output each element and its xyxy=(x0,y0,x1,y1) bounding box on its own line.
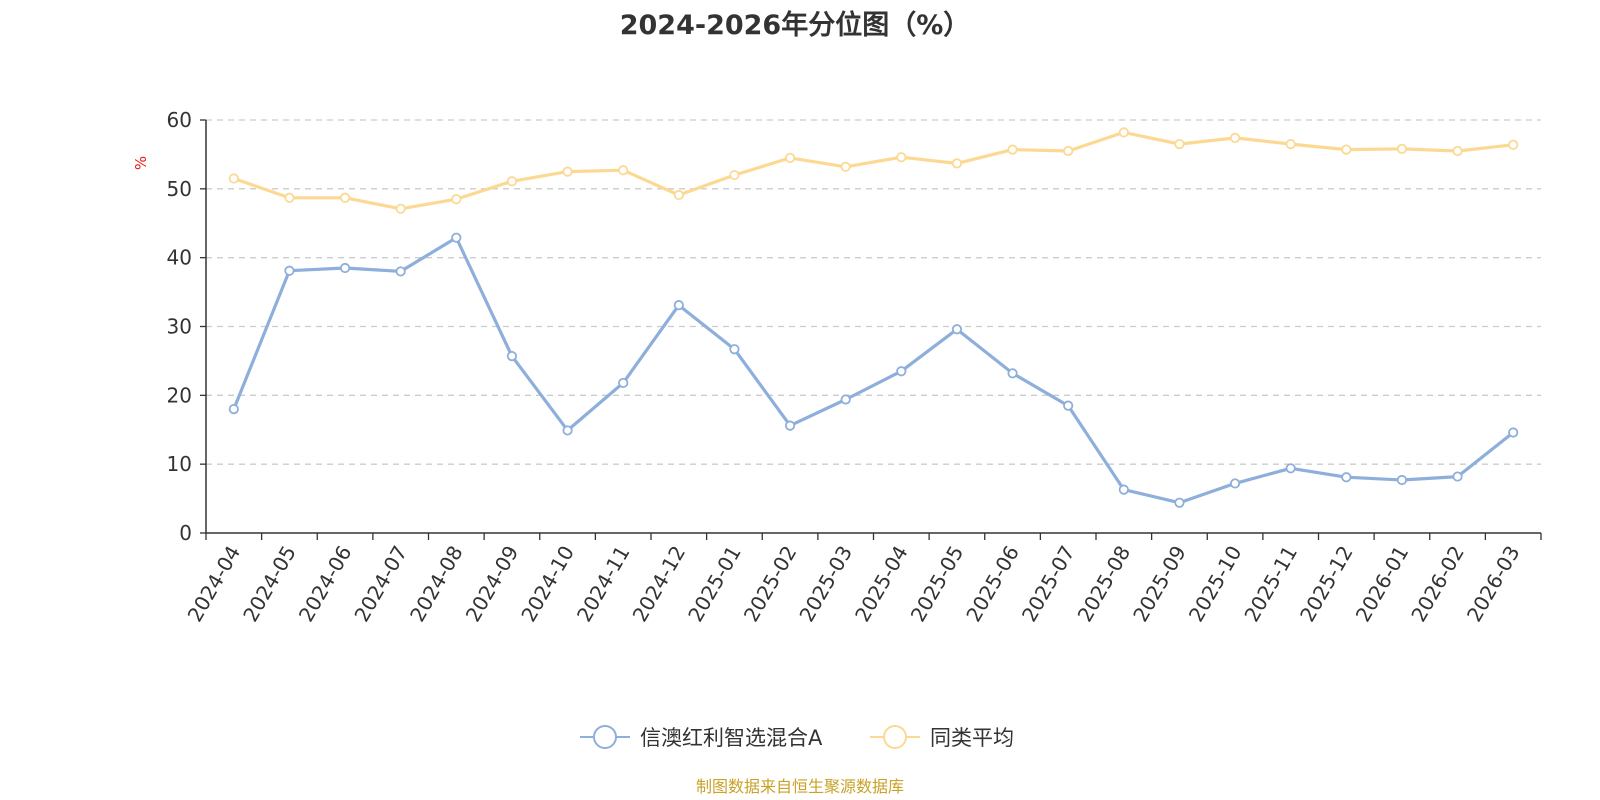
y-tick-label: 10 xyxy=(167,452,192,476)
data-point xyxy=(896,366,907,377)
x-tick-label: 2025-03 xyxy=(794,542,857,626)
x-tick-label: 2025-09 xyxy=(1128,542,1191,626)
data-point xyxy=(673,300,684,311)
x-tick-label: 2025-07 xyxy=(1017,542,1080,626)
data-point xyxy=(562,166,573,177)
x-tick-label: 2024-08 xyxy=(405,542,468,626)
data-source-note: 制图数据来自恒生聚源数据库 xyxy=(696,777,904,796)
series-line xyxy=(232,236,1515,505)
series-group xyxy=(228,127,1519,508)
data-point xyxy=(840,161,851,172)
data-point xyxy=(1452,145,1463,157)
x-tick-label: 2026-03 xyxy=(1462,542,1525,626)
x-tick-label: 2024-12 xyxy=(628,542,691,626)
legend-item-peer-average: 同类平均 xyxy=(870,725,1014,750)
data-point xyxy=(1285,138,1296,150)
x-tick-label: 2025-11 xyxy=(1239,542,1302,626)
x-tick-label: 2025-12 xyxy=(1295,542,1358,626)
data-point xyxy=(896,152,907,163)
x-tick-label: 2024-04 xyxy=(183,542,246,626)
data-point xyxy=(1508,139,1519,150)
x-tick-label: 2026-01 xyxy=(1351,542,1414,626)
data-point xyxy=(1007,368,1018,379)
x-tick-label: 2024-07 xyxy=(349,542,412,626)
axes: 01020304050602024-042024-052024-062024-0… xyxy=(167,108,1542,626)
data-point xyxy=(506,176,518,187)
x-tick-label: 2025-10 xyxy=(1184,542,1247,626)
y-tick-label: 30 xyxy=(167,315,192,339)
data-point xyxy=(618,377,629,389)
y-tick-label: 20 xyxy=(167,383,192,407)
y-tick-label: 60 xyxy=(167,108,192,132)
data-point xyxy=(729,169,740,181)
y-axis-label: % xyxy=(132,156,150,170)
legend-label: 信澳红利智选混合A xyxy=(640,726,823,750)
x-tick-label: 2025-01 xyxy=(683,542,746,626)
series-line xyxy=(232,130,1515,211)
legend-marker-icon xyxy=(593,725,617,749)
data-point xyxy=(228,173,239,184)
y-tick-label: 50 xyxy=(167,177,192,201)
data-point xyxy=(284,192,295,203)
x-tick-label: 2025-05 xyxy=(906,542,969,626)
data-point xyxy=(395,203,406,214)
data-point xyxy=(840,394,851,405)
data-point xyxy=(951,158,963,169)
data-point xyxy=(1229,478,1241,489)
x-tick-label: 2025-06 xyxy=(961,542,1024,626)
data-point xyxy=(1285,463,1296,474)
data-point xyxy=(1396,143,1408,155)
data-point xyxy=(729,344,740,355)
legend-marker-icon xyxy=(883,725,907,749)
data-point xyxy=(562,425,573,436)
data-point xyxy=(1118,484,1129,495)
data-point xyxy=(339,262,351,274)
data-point xyxy=(228,403,239,415)
data-point xyxy=(1452,471,1463,482)
series-fund xyxy=(228,232,1519,508)
data-point xyxy=(506,350,518,362)
data-point xyxy=(1341,472,1352,483)
data-point xyxy=(1063,400,1074,411)
legend: 信澳红利智选混合A 同类平均 xyxy=(580,725,1014,750)
data-point xyxy=(451,194,462,205)
data-point xyxy=(1508,427,1519,438)
data-point xyxy=(784,152,796,163)
x-tick-label: 2025-08 xyxy=(1073,542,1136,626)
x-tick-label: 2025-02 xyxy=(739,542,802,626)
data-point xyxy=(1063,145,1074,157)
y-tick-label: 40 xyxy=(167,246,192,270)
legend-item-fund: 信澳红利智选混合A xyxy=(580,725,823,750)
data-point xyxy=(395,266,406,277)
grid xyxy=(206,119,1541,465)
data-point xyxy=(284,265,295,276)
data-point xyxy=(1341,144,1352,155)
x-tick-label: 2024-05 xyxy=(238,542,301,626)
data-point xyxy=(1174,497,1185,508)
data-point xyxy=(451,232,462,243)
data-point xyxy=(1174,138,1185,150)
x-tick-label: 2024-10 xyxy=(516,542,579,626)
data-point xyxy=(673,189,684,201)
y-tick-label: 0 xyxy=(179,521,192,545)
chart-title: 2024-2026年分位图（%） xyxy=(620,9,971,41)
data-point xyxy=(1229,132,1241,143)
data-point xyxy=(951,324,963,335)
data-point xyxy=(1118,127,1129,138)
legend-label: 同类平均 xyxy=(930,726,1014,750)
data-point xyxy=(618,165,629,176)
x-tick-label: 2024-06 xyxy=(294,542,357,626)
data-point xyxy=(784,420,796,431)
data-point xyxy=(339,192,351,203)
data-point xyxy=(1396,474,1408,486)
x-tick-label: 2024-11 xyxy=(572,542,635,626)
data-point xyxy=(1007,144,1018,155)
series-peer-average xyxy=(228,127,1519,214)
x-tick-label: 2024-09 xyxy=(461,542,524,626)
x-tick-label: 2025-04 xyxy=(850,542,913,626)
x-tick-label: 2026-02 xyxy=(1406,542,1469,626)
